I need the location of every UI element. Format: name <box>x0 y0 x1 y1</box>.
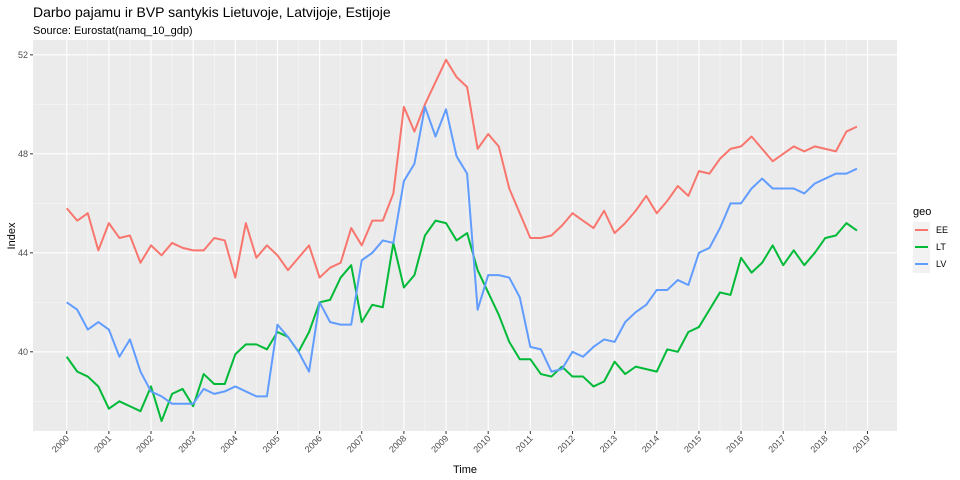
legend-title: geo <box>913 206 931 218</box>
y-axis: 40 44 48 52 <box>18 50 33 357</box>
x-tick-label: 2006 <box>303 433 324 454</box>
x-tick-label: 2009 <box>429 433 450 454</box>
chart-subtitle: Source: Eurostat(namq_10_gdp) <box>33 25 193 37</box>
x-axis-title: Time <box>453 464 477 476</box>
y-tick-label: 52 <box>18 50 28 60</box>
legend-label-lv: LV <box>936 259 946 269</box>
legend: geo EE LT LV <box>913 206 948 273</box>
x-tick-label: 2019 <box>851 433 872 454</box>
x-tick-label: 2011 <box>514 433 535 454</box>
legend-label-lt: LT <box>936 242 946 252</box>
x-tick-label: 2001 <box>92 433 113 454</box>
grid <box>33 40 897 431</box>
x-tick-label: 2010 <box>471 433 492 454</box>
x-tick-label: 2018 <box>809 433 830 454</box>
x-tick-label: 2014 <box>640 433 661 454</box>
series-line-lt <box>65 219 858 423</box>
y-axis-title: Index <box>6 222 18 249</box>
x-tick-label: 2005 <box>261 433 282 454</box>
x-tick-label: 2008 <box>387 433 408 454</box>
y-tick-label: 40 <box>18 347 28 357</box>
x-tick-label: 2007 <box>345 433 366 454</box>
chart-title: Darbo pajamu ir BVP santykis Lietuvoje, … <box>33 4 391 20</box>
y-tick-label: 44 <box>18 248 28 258</box>
x-tick-label: 2002 <box>134 433 155 454</box>
x-tick-label: 2000 <box>50 433 71 454</box>
x-tick-label: 2012 <box>556 433 577 454</box>
x-tick-label: 2013 <box>598 433 619 454</box>
series-line-lv <box>66 105 858 405</box>
x-tick-label: 2016 <box>724 433 745 454</box>
series-line-ee <box>65 58 858 279</box>
y-tick-label: 48 <box>18 149 28 159</box>
legend-label-ee: EE <box>936 225 948 235</box>
x-tick-label: 2017 <box>766 433 787 454</box>
x-tick-label: 2015 <box>682 433 703 454</box>
x-axis: 2000 2001 2002 2003 2004 2005 2006 2007 2008 2009… <box>50 431 872 455</box>
x-tick-label: 2004 <box>218 433 239 454</box>
series-layer <box>65 58 858 423</box>
x-tick-label: 2003 <box>176 433 197 454</box>
